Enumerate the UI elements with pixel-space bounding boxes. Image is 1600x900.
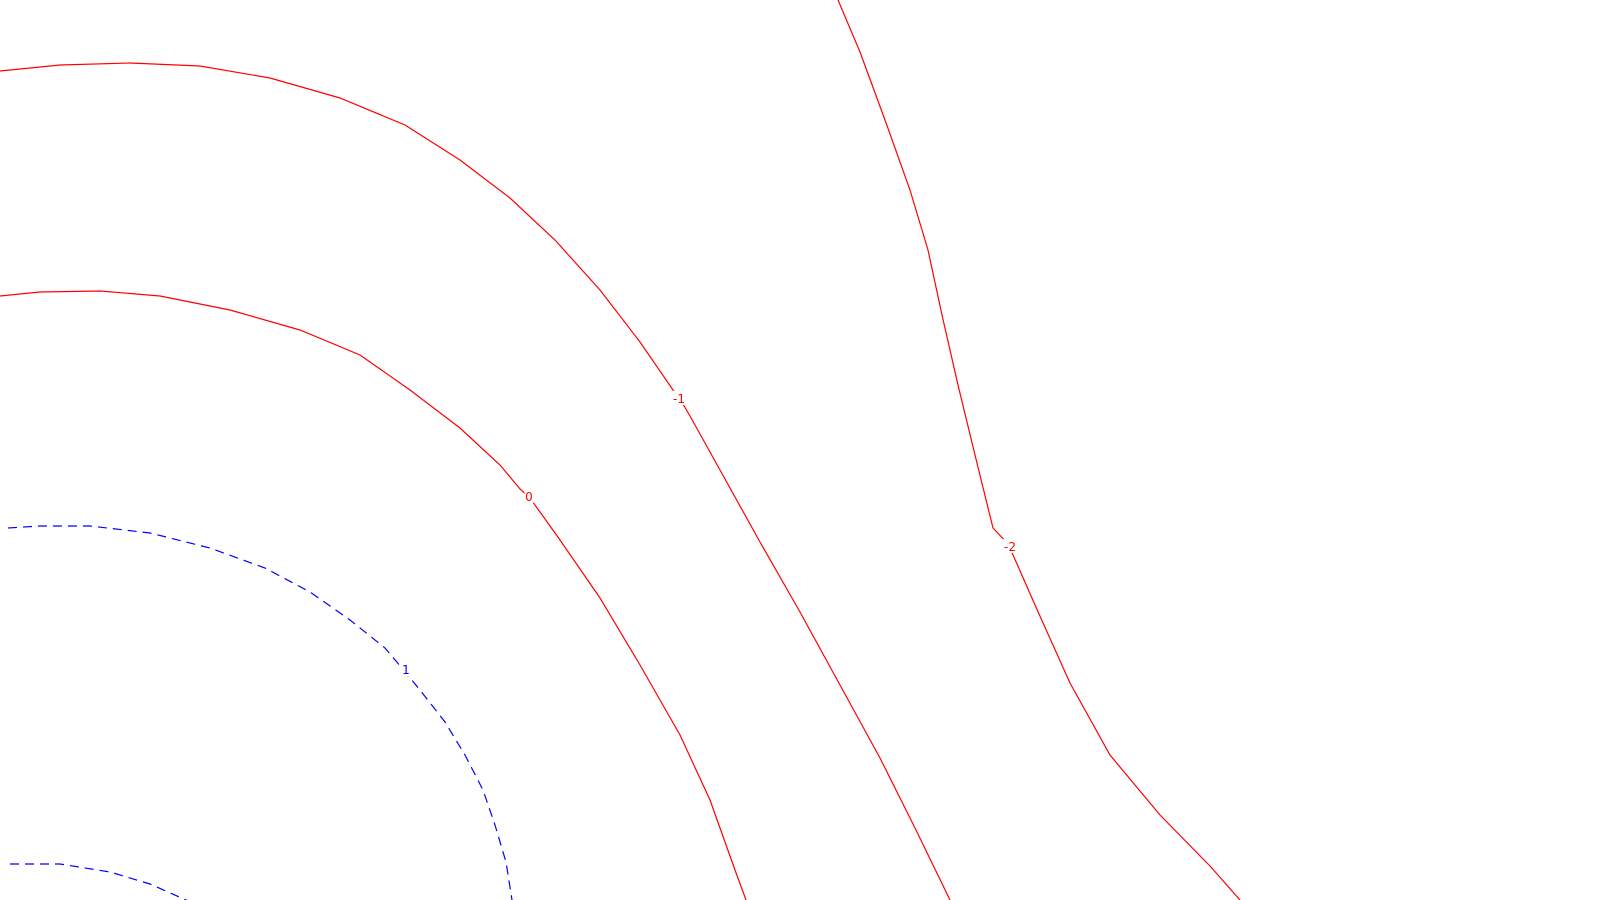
contour-line-minus1 (0, 62, 951, 900)
contour-label-background (401, 662, 411, 676)
contour-label-background (1002, 539, 1018, 553)
contour-line-1-outer (7, 525, 513, 900)
contour-label-0: 0 (525, 490, 533, 504)
contour-level-minus2: -2 (837, 0, 1241, 900)
contour-label-minus2: -2 (1004, 540, 1016, 554)
contour-label-background (671, 391, 687, 405)
contour-line-1-inner (10, 863, 188, 900)
contour-level-minus1: -1 (0, 62, 951, 900)
contour-level-0: 0 (0, 290, 747, 900)
contour-label-1: 1 (402, 663, 410, 677)
contour-line-0 (0, 290, 747, 900)
contour-line-minus2 (837, 0, 1241, 900)
contour-label-minus1: -1 (673, 392, 685, 406)
contour-level-1: 1 (7, 525, 513, 900)
contour-label-background (524, 489, 534, 503)
